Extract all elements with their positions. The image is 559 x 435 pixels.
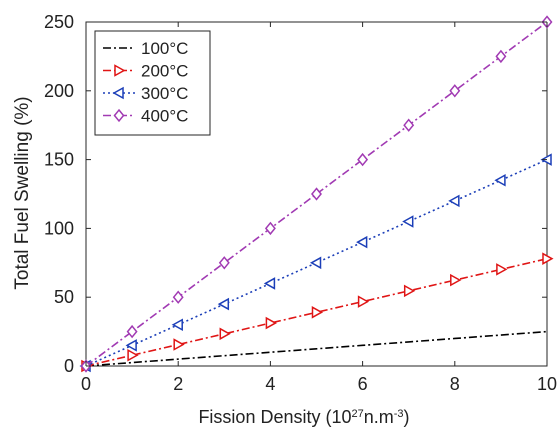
y-tick-label: 150 xyxy=(44,150,74,170)
legend-marker xyxy=(112,86,124,100)
data-point xyxy=(219,327,231,341)
legend-label: 400°C xyxy=(141,107,188,126)
data-point xyxy=(449,84,461,98)
data-point xyxy=(403,284,416,298)
y-tick-label: 200 xyxy=(44,81,74,101)
data-point xyxy=(495,49,507,64)
data-point xyxy=(309,256,322,270)
data-point xyxy=(172,290,184,304)
series-0 xyxy=(85,330,548,367)
data-point xyxy=(171,318,183,331)
data-point xyxy=(494,173,506,187)
legend: 100°C 200°C 300°C 400°C xyxy=(94,30,211,136)
data-point xyxy=(218,256,230,270)
series-1 xyxy=(81,252,554,373)
legend-label: 200°C xyxy=(141,62,188,81)
data-point xyxy=(126,324,138,339)
series-3 xyxy=(80,15,553,373)
x-tick-label: 6 xyxy=(358,374,368,394)
data-point xyxy=(403,118,415,132)
data-point xyxy=(448,194,460,208)
data-point xyxy=(542,252,554,265)
y-tick-label: 50 xyxy=(54,287,74,307)
data-point xyxy=(496,263,508,276)
x-tick-label: 10 xyxy=(537,374,557,394)
y-tick-label: 250 xyxy=(44,12,74,32)
data-point xyxy=(357,152,369,167)
legend-label: 100°C xyxy=(141,39,188,58)
x-tick-label: 2 xyxy=(173,374,183,394)
legend-marker xyxy=(113,108,125,123)
data-point xyxy=(264,221,276,236)
x-tick-label: 8 xyxy=(450,374,460,394)
data-point xyxy=(217,297,230,311)
series-line xyxy=(85,330,548,367)
data-point xyxy=(402,215,414,228)
data-point xyxy=(265,316,277,330)
series-line xyxy=(85,158,548,367)
data-point xyxy=(357,295,370,308)
y-tick-label: 100 xyxy=(44,218,74,238)
data-point xyxy=(263,277,276,290)
data-point xyxy=(450,273,462,287)
data-point xyxy=(173,338,185,351)
y-axis-label: Total Fuel Swelling (%) xyxy=(12,96,33,289)
y-tick-label: 0 xyxy=(64,356,74,376)
data-point xyxy=(125,339,137,352)
x-tick-label: 4 xyxy=(265,374,275,394)
x-axis-label: Fission Density (1027n.m-3) xyxy=(198,407,409,427)
legend-label: 300°C xyxy=(141,84,188,103)
legend-marker xyxy=(114,64,126,77)
data-point xyxy=(311,187,322,201)
data-point xyxy=(127,348,139,362)
x-tick-label: 0 xyxy=(81,374,91,394)
series-layer xyxy=(79,15,554,373)
data-point xyxy=(311,306,324,319)
data-point xyxy=(356,235,368,249)
